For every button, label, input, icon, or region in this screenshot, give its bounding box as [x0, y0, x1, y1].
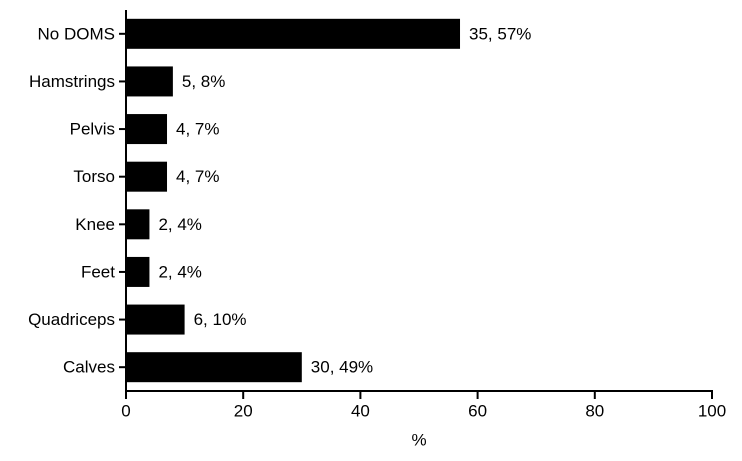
y-tick-label: Pelvis: [70, 120, 115, 139]
bar: [126, 18, 461, 49]
y-tick-label: Torso: [73, 167, 115, 186]
bar: [126, 114, 168, 145]
x-tick-label: 60: [468, 401, 487, 420]
bar: [126, 304, 185, 335]
y-tick-label: Quadriceps: [28, 310, 115, 329]
bar: [126, 209, 150, 240]
bar: [126, 256, 150, 287]
x-tick-label: 0: [121, 401, 130, 420]
y-tick-label: Knee: [75, 215, 115, 234]
x-tick-label: 100: [698, 401, 726, 420]
value-label: 2, 4%: [158, 215, 201, 234]
y-tick-label: Calves: [63, 358, 115, 377]
value-label: 5, 8%: [182, 72, 225, 91]
x-axis-label: %: [411, 430, 426, 449]
bar: [126, 66, 173, 97]
value-label: 6, 10%: [194, 310, 247, 329]
x-tick-label: 80: [585, 401, 604, 420]
value-label: 2, 4%: [158, 262, 201, 281]
value-label: 35, 57%: [469, 24, 531, 43]
x-tick-label: 20: [234, 401, 253, 420]
y-tick-label: Feet: [81, 262, 115, 281]
bar: [126, 352, 302, 383]
x-tick-label: 40: [351, 401, 370, 420]
value-label: 4, 7%: [176, 120, 219, 139]
y-tick-label: Hamstrings: [29, 72, 115, 91]
value-label: 30, 49%: [311, 358, 373, 377]
y-tick-label: No DOMS: [38, 24, 115, 43]
bar: [126, 161, 168, 192]
value-label: 4, 7%: [176, 167, 219, 186]
